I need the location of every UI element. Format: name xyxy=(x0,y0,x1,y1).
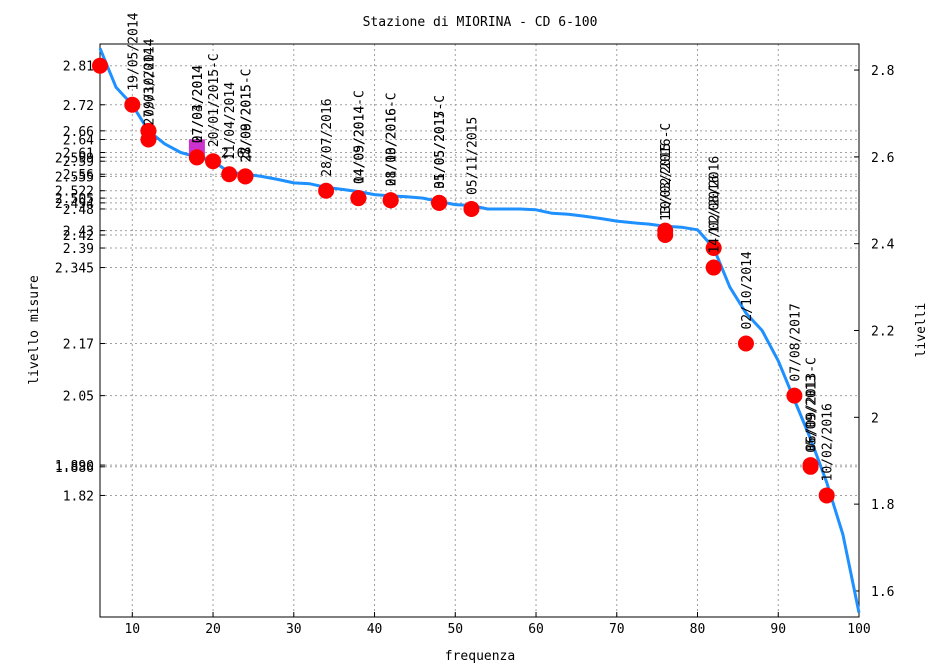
data-point-label: 28/07/2016 xyxy=(320,98,335,176)
y-axis-label-right: livelli xyxy=(914,303,929,358)
data-point xyxy=(786,387,803,404)
x-axis-label: frequenza xyxy=(445,649,515,664)
grid-layer xyxy=(100,44,859,617)
annotation-label: 2.61 xyxy=(221,147,252,162)
data-point-label: 05/09/2013 xyxy=(805,375,820,453)
data-point xyxy=(350,190,367,207)
y-left-tick-label: 2.42 xyxy=(63,229,94,244)
data-point-label: 04/09/2014-C xyxy=(352,90,367,184)
y-right-tick-label: 1.8 xyxy=(871,498,894,513)
data-point xyxy=(188,149,205,166)
data-point-label: 13/03/2015 xyxy=(659,143,674,221)
data-point xyxy=(737,335,754,352)
x-tick-label: 50 xyxy=(447,622,463,637)
data-point xyxy=(221,166,238,183)
y-left-tick-label: 2.61 xyxy=(63,147,94,162)
data-point-label: 14/02/2016 xyxy=(708,175,723,253)
y-left-tick-label: 2.64 xyxy=(63,134,94,149)
data-point-label: 31/05/2015 xyxy=(433,111,448,189)
data-point-label: 10/02/2016 xyxy=(821,403,836,481)
data-point xyxy=(382,192,399,209)
data-point xyxy=(463,200,480,217)
data-point xyxy=(802,458,819,475)
data-point-label: 07/08/2017 xyxy=(788,303,803,381)
data-point-label: 11/04/2014 xyxy=(223,82,238,160)
data-point-label: 28/09/2015-C xyxy=(239,68,254,162)
x-tick-label: 80 xyxy=(690,622,706,637)
data-point-label: 21/03/2016 xyxy=(385,108,400,186)
data-point-label: 06/09/2013-C xyxy=(805,357,820,451)
y-right-tick-label: 2 xyxy=(871,411,879,426)
data-point xyxy=(705,259,722,276)
y-right-tick-label: 2.6 xyxy=(871,151,894,166)
data-point-label: 07/04/2014 xyxy=(191,65,206,143)
y-left-tick-label: 2.43 xyxy=(63,225,94,240)
y-left-tick-label: 2.505 xyxy=(55,192,94,207)
data-point xyxy=(237,168,254,185)
y-left-tick-label: 2.59 xyxy=(63,155,94,170)
data-point xyxy=(431,194,448,211)
data-point-label: 27/08/2015 xyxy=(239,84,254,162)
data-point-label: 11/08/2016 xyxy=(708,156,723,234)
x-tick-label: 10 xyxy=(124,622,140,637)
data-point-label: 05/11/2015 xyxy=(465,117,480,195)
data-point-label: 09/10/2014 xyxy=(142,38,157,116)
y-left-tick-label: 2.522 xyxy=(55,185,94,200)
y-right-tick-label: 2.4 xyxy=(871,238,895,253)
y-left-tick-label: 2.05 xyxy=(63,390,94,405)
data-point xyxy=(657,227,674,243)
x-tick-label: 30 xyxy=(286,622,302,637)
x-tick-label: 90 xyxy=(770,622,786,637)
y-left-tick-label: 2.39 xyxy=(63,242,94,257)
data-point xyxy=(318,182,335,199)
x-tick-label: 20 xyxy=(205,622,221,637)
data-point-label: 19/05/2014 xyxy=(126,12,141,90)
data-point xyxy=(205,153,222,170)
data-point-label: 02/10/2014 xyxy=(740,251,755,329)
y-left-tick-label: 2.72 xyxy=(63,99,94,114)
y-left-tick-label: 1.886 xyxy=(55,461,94,476)
y-left-tick-label: 2.345 xyxy=(55,262,94,277)
y-left-tick-label: 2.66 xyxy=(63,125,94,140)
y-left-tick-label: 2.56 xyxy=(63,168,94,183)
y-left-tick-label: 2.555 xyxy=(55,170,94,185)
y-left-tick-label: 2.17 xyxy=(63,338,94,353)
data-point xyxy=(92,57,108,74)
data-point-label: 20/01/2015-C xyxy=(207,53,222,147)
y-left-tick-label: 2.81 xyxy=(63,60,94,75)
data-point-label: 10/02/2016-C xyxy=(659,123,674,217)
chart-title: Stazione di MIORINA - CD 6-100 xyxy=(363,15,598,30)
y-left-tick-label: 2.48 xyxy=(63,203,94,218)
data-point-label: 08/10/2016-C xyxy=(385,92,400,186)
data-point xyxy=(124,96,141,113)
data-point-label: 27/03/2014 xyxy=(142,47,157,125)
y-left-tick-label: 2.494 xyxy=(55,197,94,212)
ticks-layer: 10 20 30 40 50 60 70 80 90 1002.812.722.662.642.6… xyxy=(55,60,895,637)
y-left-tick-label: 1.890 xyxy=(55,459,94,474)
data-point xyxy=(818,487,835,504)
data-point-label: 05/05/2017-C xyxy=(433,95,448,189)
x-tick-label: 100 xyxy=(847,622,870,637)
y-left-tick-label: 2.599 xyxy=(55,151,94,166)
data-point xyxy=(705,240,722,257)
x-tick-label: 40 xyxy=(367,622,383,637)
points-layer xyxy=(92,57,835,504)
x-tick-label: 60 xyxy=(528,622,544,637)
y-left-tick-label: 1.82 xyxy=(63,489,94,504)
y-right-tick-label: 1.6 xyxy=(871,585,894,600)
y-axis-label-left: livello misure xyxy=(27,275,42,385)
y-right-tick-label: 2.2 xyxy=(871,325,894,340)
data-point xyxy=(140,131,157,148)
y-right-tick-label: 2.8 xyxy=(871,64,894,79)
data-point-label: 27/03/2014 xyxy=(191,65,206,143)
x-tick-label: 70 xyxy=(609,622,625,637)
data-point-label: 14/05/2014 xyxy=(352,106,367,184)
